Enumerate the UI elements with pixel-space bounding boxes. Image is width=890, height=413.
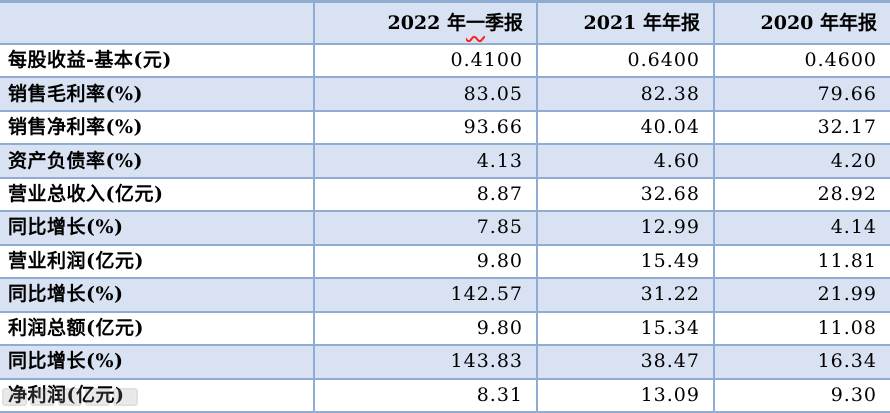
value-cell-2022-q1: 143.83 [315, 346, 538, 378]
value-cell-2020-annual: 11.08 [817, 316, 877, 339]
corner-cell [0, 3, 315, 43]
value-cell-2021-annual: 15.34 [538, 312, 715, 345]
table-row: 资产负债率(%) 4.13 4.60 4.20 [0, 143, 890, 177]
row-label-cell: 净利润(亿元) [0, 379, 315, 411]
value-cell-2020-annual: 28.92 [817, 183, 877, 206]
row-label-cell: 同比增长(%) [0, 212, 315, 244]
value-cell-2022-q1: 0.4100 [315, 45, 538, 77]
table-row: 同比增长(%) 143.83 38.47 16.34 [0, 344, 890, 378]
value-cell-2020-annual: 4.14 [830, 216, 877, 239]
value-cell-2021-annual: 31.22 [538, 279, 715, 311]
table-row: 同比增长(%) 7.85 12.99 4.14 [0, 210, 890, 244]
row-label-cell: 资产负债率(%) [0, 145, 315, 177]
value-cell-2022-q1: 9.80 [315, 245, 538, 278]
value-cell-2020-annual: 16.34 [817, 350, 877, 373]
row-label-cell: 利润总额(亿元) [0, 312, 315, 345]
value-cell-2020-annual: 9.30 [830, 383, 877, 406]
value-cell-2020-annual: 4.20 [830, 149, 877, 172]
table-row: 利润总额(亿元) 9.80 15.34 11.08 [0, 310, 890, 345]
row-label-cell: 同比增长(%) [0, 279, 315, 311]
column-header-text: 2022 年 [387, 11, 466, 34]
value-cell-2021-annual: 12.99 [538, 212, 715, 244]
value-cell-2021-annual: 38.47 [538, 346, 715, 378]
column-header-2020-annual: 2020 年年报 [760, 11, 878, 34]
row-label-cell: 销售毛利率(%) [0, 78, 315, 110]
column-header-text: 季报 [484, 11, 523, 34]
row-label-cell: 营业利润(亿元) [0, 245, 315, 278]
column-header-2022-q1: 2022 年一季报 [315, 3, 538, 43]
table-row: 销售毛利率(%) 83.05 82.38 79.66 [0, 76, 890, 110]
spellcheck-squiggle-text: 一 [465, 11, 485, 34]
row-label-cell: 每股收益-基本(元) [0, 45, 315, 77]
row-label-cell: 营业总收入(亿元) [0, 178, 315, 211]
value-cell-2022-q1: 8.87 [315, 178, 538, 211]
table-row: 营业总收入(亿元) 8.87 32.68 28.92 [0, 176, 890, 211]
value-cell-2021-annual: 40.04 [538, 111, 715, 144]
value-cell-2020-annual: 21.99 [817, 283, 877, 306]
table-row: 每股收益-基本(元) 0.4100 0.6400 0.4600 [0, 43, 890, 77]
value-cell-2020-annual: 0.4600 [804, 49, 877, 72]
value-cell-2020-annual: 79.66 [817, 82, 877, 105]
table-row: 净利润(亿元) 8.31 13.09 9.30 [0, 377, 890, 411]
value-cell-2022-q1: 4.13 [315, 145, 538, 177]
column-header-2021-annual: 2021 年年报 [538, 3, 715, 43]
value-cell-2021-annual: 0.6400 [538, 45, 715, 77]
value-cell-2021-annual: 13.09 [538, 379, 715, 411]
value-cell-2022-q1: 93.66 [315, 111, 538, 144]
value-cell-2021-annual: 15.49 [538, 245, 715, 278]
table-row: 营业利润(亿元) 9.80 15.49 11.81 [0, 243, 890, 278]
value-cell-2020-annual: 11.81 [817, 249, 877, 272]
value-cell-2022-q1: 9.80 [315, 312, 538, 345]
value-cell-2022-q1: 142.57 [315, 279, 538, 311]
row-label-cell: 销售净利率(%) [0, 111, 315, 144]
value-cell-2020-annual: 32.17 [817, 116, 877, 139]
value-cell-2022-q1: 8.31 [315, 379, 538, 411]
value-cell-2022-q1: 83.05 [315, 78, 538, 110]
table-header-row: 2022 年一季报 2021 年年报 2020 年年报 [0, 3, 890, 43]
value-cell-2022-q1: 7.85 [315, 212, 538, 244]
table-row: 销售净利率(%) 93.66 40.04 32.17 [0, 109, 890, 144]
row-label-cell: 同比增长(%) [0, 346, 315, 378]
table-row: 同比增长(%) 142.57 31.22 21.99 [0, 277, 890, 311]
value-cell-2021-annual: 32.68 [538, 178, 715, 211]
value-cell-2021-annual: 82.38 [538, 78, 715, 110]
value-cell-2021-annual: 4.60 [538, 145, 715, 177]
